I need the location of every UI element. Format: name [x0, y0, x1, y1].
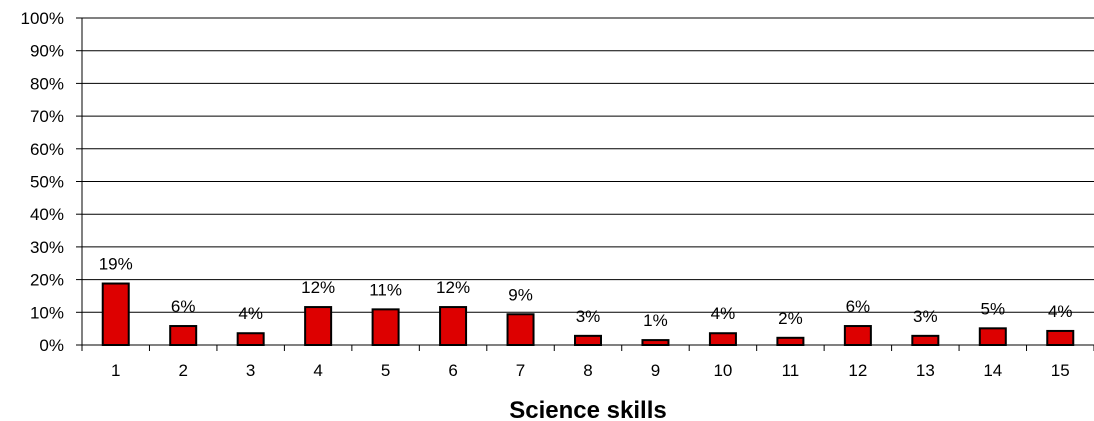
- bar: [708, 332, 737, 346]
- bar: [439, 306, 468, 346]
- y-tick-label: 20%: [30, 271, 64, 290]
- x-tick-label: 3: [246, 361, 255, 380]
- bar: [169, 325, 198, 346]
- x-tick-label: 9: [651, 361, 660, 380]
- x-tick-labels: 1 2 3 4 5 6 7 8 9 10 11 12 13 14 15: [111, 361, 1070, 380]
- bar: [574, 334, 602, 346]
- x-tick-label: 1: [111, 361, 120, 380]
- bar: [776, 336, 805, 346]
- bar: [641, 339, 670, 347]
- x-tick-label: 14: [983, 361, 1002, 380]
- y-tick-label: 50%: [30, 173, 64, 192]
- x-tick-label: 8: [583, 361, 592, 380]
- bar: [911, 334, 940, 346]
- data-label: 4%: [238, 304, 263, 323]
- y-tick-label: 30%: [30, 238, 64, 257]
- data-label: 6%: [846, 297, 871, 316]
- bars: [101, 282, 1075, 347]
- x-tick-label: 13: [916, 361, 935, 380]
- x-tick-label: 12: [848, 361, 867, 380]
- x-tick-label: 6: [448, 361, 457, 380]
- data-label: 3%: [913, 307, 938, 326]
- x-tick-label: 2: [178, 361, 187, 380]
- y-tick-label: 0%: [39, 336, 64, 355]
- y-tick-labels: 0% 10% 20% 30% 40% 50% 60% 70% 80% 90% 100%: [21, 9, 64, 355]
- y-tick-label: 80%: [30, 74, 64, 93]
- bar: [978, 327, 1007, 346]
- data-label: 19%: [99, 255, 133, 274]
- y-tick-label: 10%: [30, 303, 64, 322]
- bar: [304, 306, 333, 346]
- bar: [1046, 329, 1075, 346]
- axes: [81, 18, 1094, 346]
- x-axis-title: Science skills: [509, 397, 666, 421]
- data-label: 2%: [778, 309, 803, 328]
- data-label: 4%: [1048, 302, 1073, 321]
- data-label: 4%: [711, 304, 736, 323]
- data-label: 6%: [171, 297, 196, 316]
- bar: [236, 332, 265, 346]
- data-label: 12%: [436, 278, 470, 297]
- y-tick-label: 100%: [21, 9, 64, 28]
- x-tick-label: 4: [313, 361, 322, 380]
- y-tick-label: 70%: [30, 107, 64, 126]
- bar: [371, 308, 400, 346]
- x-tick-label: 7: [516, 361, 525, 380]
- data-label: 11%: [369, 280, 402, 299]
- data-label: 5%: [981, 299, 1006, 318]
- data-label: 12%: [301, 278, 335, 297]
- y-tick-label: 60%: [30, 140, 64, 159]
- gridlines: [76, 17, 1094, 351]
- x-tick-label: 15: [1051, 361, 1070, 380]
- x-tick-label: 5: [381, 361, 390, 380]
- bar: [506, 313, 535, 346]
- y-tick-label: 40%: [30, 205, 64, 224]
- x-tick-label: 10: [713, 361, 732, 380]
- data-label: 9%: [508, 285, 533, 304]
- bar: [101, 282, 130, 346]
- x-tick-label: 11: [782, 361, 800, 380]
- y-tick-label: 90%: [30, 42, 64, 61]
- bar: [843, 325, 872, 346]
- data-label: 1%: [643, 311, 668, 330]
- data-label: 3%: [576, 307, 601, 326]
- data-labels: 19% 6% 4% 12% 11% 12% 9% 3% 1% 4% 2% 6% 3% 5% 4%: [99, 255, 1073, 331]
